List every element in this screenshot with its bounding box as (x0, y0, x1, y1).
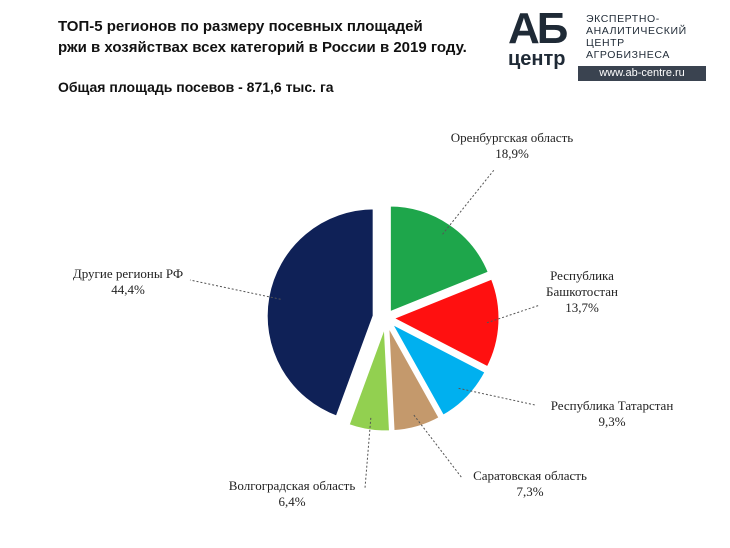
title-line-1: ТОП-5 регионов по размеру посевных площа… (58, 18, 423, 35)
slice-value-label-1: 18,9% (495, 146, 529, 161)
slice-value-label-3: 9,3% (598, 414, 625, 429)
slice-value-label-4: 7,3% (516, 484, 543, 499)
slice-value-label-5: 6,4% (278, 494, 305, 509)
logo-line-3: ЦЕНТР (586, 37, 625, 49)
ab-centre-logo: АБ центр ЭКСПЕРТНО- АНАЛИТИЧЕСКИЙ ЦЕНТР … (508, 4, 708, 82)
pie-slice-2 (388, 275, 502, 370)
slice-label-2: Республика (550, 268, 614, 283)
leader-line-6 (189, 279, 281, 300)
slice-value-label-6: 44,4% (111, 282, 145, 297)
pie-slice-6 (264, 206, 376, 420)
logo-url: www.ab-centre.ru (578, 66, 706, 81)
chart-title: ТОП-5 регионов по размеру посевных площа… (58, 16, 467, 58)
slice-label-1: Оренбургская область (451, 130, 573, 145)
slice-label-5: Волгоградская область (229, 478, 356, 493)
slice-label-3: Республика Татарстан (551, 398, 674, 413)
pie-slice-3 (386, 318, 489, 419)
pie-slice-1 (387, 203, 492, 316)
leader-line-2 (486, 304, 541, 324)
slice-label-2: Башкотостан (546, 284, 618, 299)
logo-ab-text: АБ (508, 4, 568, 53)
logo-line-1: ЭКСПЕРТНО- (586, 13, 660, 25)
logo-line-4: АГРОБИЗНЕСА (586, 49, 670, 61)
logo-center-text: центр (508, 48, 566, 70)
pie-slice-5 (345, 323, 393, 434)
slice-value-label-2: 13,7% (565, 300, 599, 315)
leader-line-4 (413, 414, 463, 479)
logo-tagline: ЭКСПЕРТНО- АНАЛИТИЧЕСКИЙ ЦЕНТР АГРОБИЗНЕ… (586, 13, 687, 61)
slice-label-4: Саратовская область (473, 468, 587, 483)
leader-line-1 (442, 169, 495, 235)
slice-label-6: Другие регионы РФ (73, 266, 183, 281)
chart-subtitle: Общая площадь посевов - 871,6 тыс. га (58, 79, 334, 95)
title-line-2: ржи в хозяйствах всех категорий в России… (58, 39, 467, 56)
leader-line-3 (458, 387, 536, 406)
logo-line-2: АНАЛИТИЧЕСКИЙ (586, 25, 687, 37)
pie-slice-4 (386, 323, 443, 434)
